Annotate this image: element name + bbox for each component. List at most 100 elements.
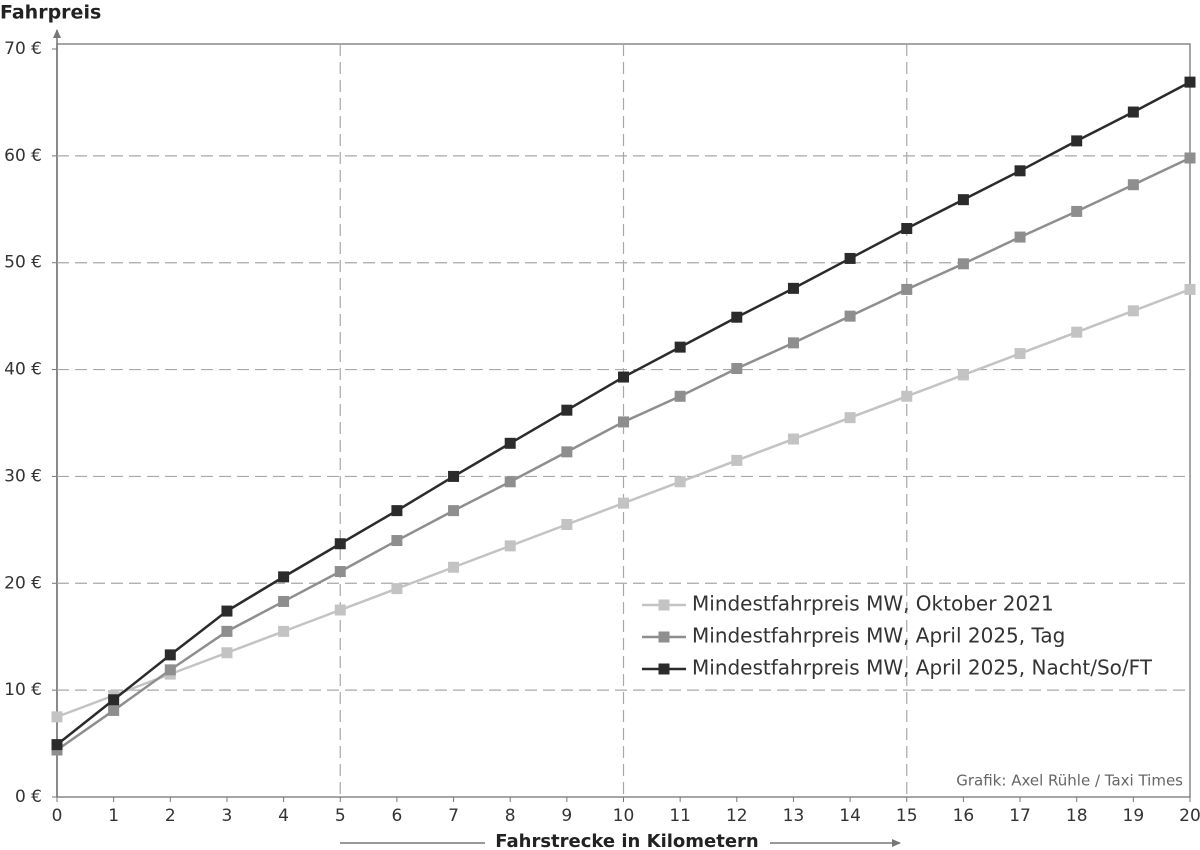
legend-marker bbox=[658, 599, 670, 611]
point bbox=[391, 583, 403, 595]
y-tick-label: 20 € bbox=[4, 573, 42, 593]
point bbox=[108, 704, 120, 716]
point bbox=[221, 647, 233, 659]
x-tick-label: 16 bbox=[953, 806, 975, 826]
x-tick-label: 3 bbox=[222, 806, 233, 826]
point bbox=[674, 390, 686, 402]
point bbox=[51, 739, 63, 751]
x-tick-label: 2 bbox=[165, 806, 176, 826]
y-tick-label: 60 € bbox=[4, 146, 42, 166]
grid bbox=[57, 44, 1190, 797]
point bbox=[618, 497, 629, 509]
y-tick-label: 10 € bbox=[4, 680, 42, 700]
x-tick-label: 5 bbox=[335, 806, 346, 826]
point bbox=[1071, 135, 1083, 147]
point bbox=[504, 437, 516, 449]
y-tick-label: 70 € bbox=[4, 39, 42, 59]
point bbox=[957, 369, 969, 381]
y-tick-label: 50 € bbox=[4, 253, 42, 273]
point bbox=[1014, 231, 1026, 243]
x-tick-label: 13 bbox=[783, 806, 805, 826]
x-tick-label: 1 bbox=[108, 806, 119, 826]
point bbox=[957, 258, 969, 270]
point bbox=[844, 252, 856, 264]
point bbox=[1014, 165, 1026, 177]
point bbox=[391, 535, 403, 547]
point bbox=[164, 664, 176, 676]
point bbox=[448, 561, 460, 573]
point bbox=[278, 571, 290, 583]
point bbox=[391, 505, 403, 517]
legend-label: Mindestfahrpreis MW, April 2025, Nacht/S… bbox=[692, 656, 1153, 680]
point bbox=[901, 283, 913, 295]
point bbox=[731, 363, 743, 375]
point bbox=[561, 404, 573, 416]
point bbox=[448, 505, 460, 517]
y-axis-title: Fahrpreis bbox=[0, 2, 101, 24]
y-tick-label: 0 € bbox=[15, 787, 42, 807]
point bbox=[51, 711, 63, 723]
point bbox=[1127, 106, 1139, 118]
point bbox=[901, 223, 913, 235]
point bbox=[334, 566, 346, 578]
x-tick-label: 0 bbox=[52, 806, 63, 826]
point bbox=[504, 476, 516, 488]
point bbox=[504, 540, 516, 552]
point bbox=[1184, 76, 1196, 88]
point bbox=[334, 538, 346, 550]
x-tick-label: 20 bbox=[1179, 806, 1200, 826]
plot bbox=[51, 76, 1196, 756]
point bbox=[901, 390, 913, 402]
x-tick-label: 15 bbox=[896, 806, 918, 826]
point bbox=[1127, 179, 1139, 191]
point bbox=[1071, 205, 1083, 217]
credit: Grafik: Axel Rühle / Taxi Times bbox=[956, 772, 1183, 790]
point bbox=[844, 310, 856, 322]
legend-marker bbox=[658, 663, 670, 675]
point bbox=[1071, 326, 1083, 338]
x-tick-label: 10 bbox=[613, 806, 635, 826]
x-tick-label: 14 bbox=[839, 806, 861, 826]
y-tick-label: 40 € bbox=[4, 360, 42, 380]
legend-label: Mindestfahrpreis MW, Oktober 2021 bbox=[692, 592, 1054, 616]
x-tick-label: 4 bbox=[278, 806, 289, 826]
point bbox=[221, 625, 233, 637]
point bbox=[957, 194, 969, 206]
point bbox=[108, 694, 120, 706]
point bbox=[787, 337, 799, 349]
x-tick-label: 12 bbox=[726, 806, 748, 826]
point bbox=[787, 433, 799, 445]
point bbox=[278, 625, 290, 637]
x-tick-label: 18 bbox=[1066, 806, 1088, 826]
x-tick-label: 6 bbox=[391, 806, 402, 826]
y-tick-label: 30 € bbox=[4, 466, 42, 486]
point bbox=[787, 282, 799, 294]
point bbox=[448, 470, 460, 482]
point bbox=[1184, 283, 1196, 295]
point bbox=[618, 371, 629, 383]
point bbox=[731, 311, 743, 323]
x-tick-label: 17 bbox=[1009, 806, 1031, 826]
legend: Mindestfahrpreis MW, Oktober 2021 Mindest… bbox=[642, 592, 1153, 680]
point bbox=[334, 604, 346, 616]
point bbox=[278, 595, 290, 607]
point bbox=[731, 454, 743, 466]
point bbox=[674, 476, 686, 488]
point bbox=[221, 605, 233, 617]
legend-marker bbox=[658, 631, 670, 643]
point bbox=[164, 649, 176, 661]
x-tick-label: 7 bbox=[448, 806, 459, 826]
x-tick-label: 11 bbox=[669, 806, 691, 826]
point bbox=[1127, 305, 1139, 317]
point bbox=[674, 341, 686, 353]
x-tick-label: 8 bbox=[505, 806, 516, 826]
point bbox=[844, 412, 856, 424]
point bbox=[1014, 348, 1026, 360]
point bbox=[561, 519, 573, 531]
legend-label: Mindestfahrpreis MW, April 2025, Tag bbox=[692, 624, 1065, 648]
point bbox=[561, 446, 573, 458]
x-tick-label: 19 bbox=[1123, 806, 1145, 826]
point bbox=[618, 416, 629, 428]
x-axis-title: Fahrstrecke in Kilometern bbox=[495, 831, 759, 850]
